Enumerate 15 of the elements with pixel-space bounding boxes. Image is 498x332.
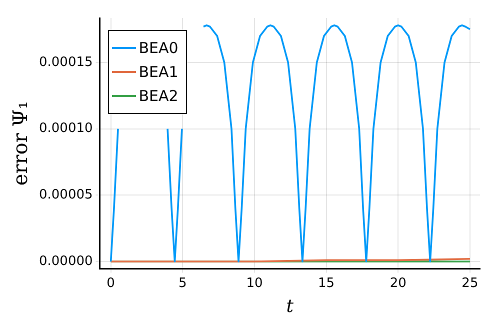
x-tick-label: 20 — [390, 276, 406, 291]
x-tick-label: 10 — [246, 276, 263, 291]
legend-label: BEA1 — [138, 62, 178, 83]
x-tick-label: 15 — [318, 276, 335, 291]
y-tick-label: 0.00005 — [38, 188, 93, 203]
y-tick-label: 0.00000 — [38, 254, 93, 269]
legend-label: BEA0 — [138, 38, 178, 59]
x-tick-label: 5 — [178, 276, 187, 291]
x-tick-label: 0 — [106, 276, 115, 291]
y-tick-label: 0.00015 — [38, 54, 93, 70]
y-tick-label: 0.00010 — [38, 121, 93, 136]
x-tick-label: 25 — [462, 276, 478, 291]
x-axis-title: t — [286, 296, 294, 317]
legend-label: BEA2 — [138, 86, 178, 107]
y-axis-title: error Ψ₁ — [8, 101, 32, 186]
